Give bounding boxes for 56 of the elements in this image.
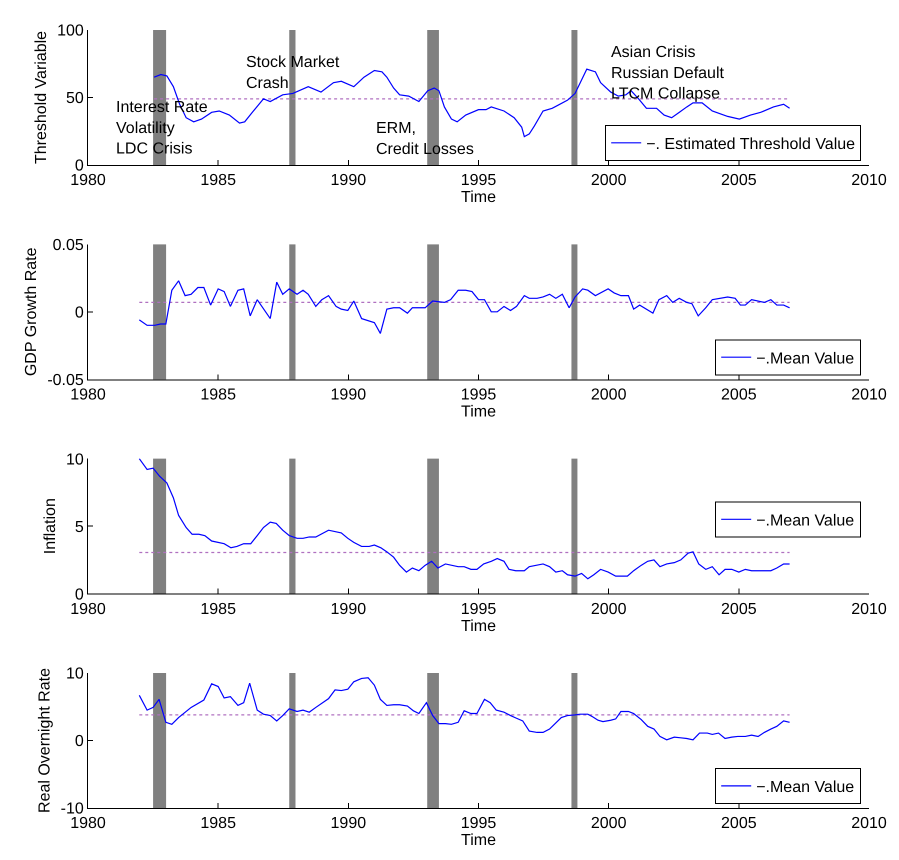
- x-tick-label: 1980: [70, 600, 106, 618]
- y-tick-label: 50: [66, 90, 84, 108]
- line-series: [138, 677, 790, 740]
- x-tick-label: 2010: [851, 386, 887, 404]
- y-axis-title: Inflation: [42, 498, 59, 554]
- x-axis-title: Time: [461, 832, 496, 850]
- x-tick-label: 1990: [330, 600, 366, 618]
- x-tick-label: 1985: [200, 386, 236, 404]
- x-tick-label: 1995: [460, 815, 496, 832]
- x-tick-label: 1985: [200, 172, 236, 190]
- y-tick-label: 100: [57, 22, 84, 40]
- legend-label: −.Mean Value: [756, 779, 854, 796]
- x-tick-label: 1980: [70, 172, 106, 190]
- y-axis-title: Threshold Variable: [32, 30, 50, 164]
- x-tick-label: 2000: [590, 600, 627, 618]
- y-tick-label: 10: [66, 451, 84, 468]
- x-tick-label: 2005: [721, 172, 757, 190]
- y-axis-title: Real Overnight Rate: [36, 668, 54, 813]
- legend-label: −. Estimated Threshold Value: [646, 136, 856, 154]
- x-tick-label: 2000: [590, 386, 627, 404]
- legend-label: −.Mean Value: [756, 512, 854, 530]
- x-tick-label: 2005: [721, 386, 757, 404]
- x-axis-title: Time: [461, 189, 496, 206]
- x-tick-label: 2000: [590, 815, 627, 832]
- y-tick-label: 5: [74, 518, 84, 536]
- y-tick-label: 0: [74, 586, 84, 604]
- y-tick-label: 10: [66, 666, 84, 683]
- x-tick-label: 2005: [721, 815, 757, 832]
- x-axis-title: Time: [461, 618, 496, 635]
- x-tick-label: 1985: [200, 600, 236, 618]
- line-series: [138, 280, 790, 334]
- x-axis-title: Time: [461, 404, 496, 421]
- x-tick-label: 1995: [460, 600, 496, 618]
- annotation: Stock Market Crash: [246, 54, 340, 92]
- x-tick-label: 1990: [330, 172, 366, 190]
- x-tick-label: 1995: [460, 386, 496, 404]
- y-tick-label: 0: [74, 158, 84, 175]
- x-tick-label: 1985: [200, 815, 236, 832]
- y-tick-label: 0.05: [52, 236, 84, 254]
- x-tick-label: 1995: [460, 172, 496, 190]
- y-tick-label: -10: [60, 800, 84, 818]
- x-tick-label: 1980: [70, 815, 106, 832]
- x-tick-label: 2010: [851, 815, 887, 832]
- x-tick-label: 1990: [330, 386, 366, 404]
- x-tick-label: 2010: [851, 600, 887, 618]
- x-tick-label: 2010: [851, 172, 887, 190]
- legend-label: −.Mean Value: [756, 350, 854, 368]
- y-axis-title: GDP Growth Rate: [23, 247, 40, 376]
- y-tick-label: -0.05: [47, 372, 84, 389]
- y-tick-label: 0: [74, 304, 84, 322]
- x-tick-label: 1980: [70, 386, 106, 404]
- x-tick-label: 1990: [330, 815, 366, 832]
- x-tick-label: 2000: [590, 172, 627, 190]
- y-tick-label: 0: [74, 733, 84, 750]
- x-tick-label: 2005: [721, 600, 757, 618]
- annotation: ERM, Credit Losses: [376, 120, 474, 158]
